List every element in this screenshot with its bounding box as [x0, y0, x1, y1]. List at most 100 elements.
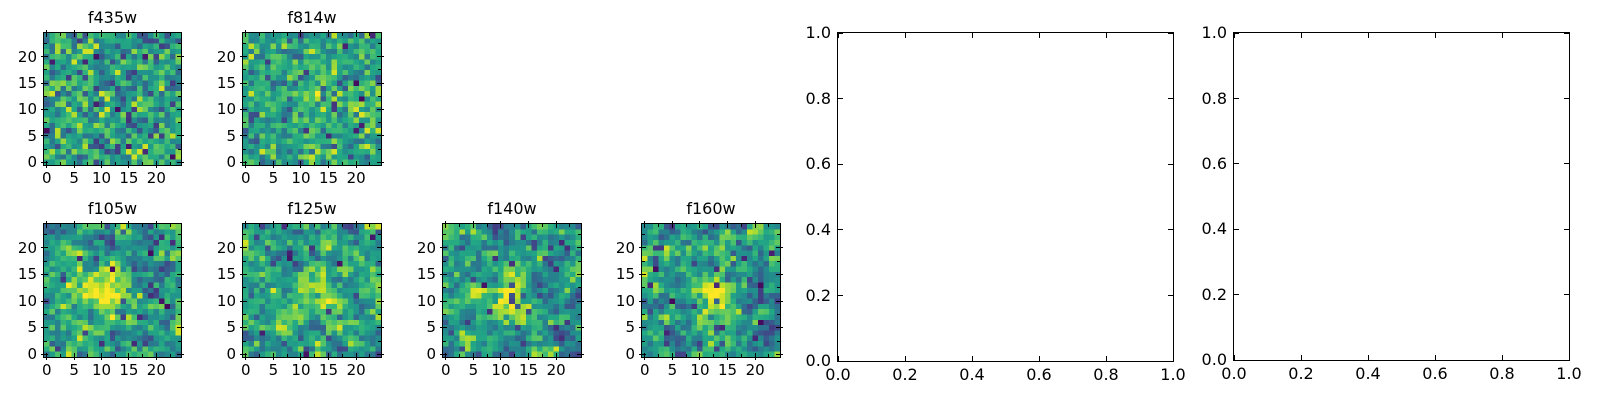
tick-mark [1234, 32, 1239, 34]
tick-mark [44, 82, 48, 84]
tick-mark [1038, 356, 1040, 361]
plot-title: f160w [686, 199, 736, 218]
y-tick-label: 1.0 [1201, 23, 1227, 43]
tick-mark [776, 247, 780, 249]
tick-mark [243, 56, 247, 58]
tick-mark [440, 327, 443, 329]
x-tick-label: 10 [291, 361, 311, 379]
tick-mark [777, 340, 780, 342]
tick-mark [685, 224, 687, 227]
tick-mark [776, 274, 780, 276]
y-tick-label: 0 [226, 345, 236, 364]
tick-mark [838, 163, 843, 165]
tick-mark [642, 260, 645, 262]
tick-mark [443, 234, 446, 236]
tick-mark [658, 224, 660, 227]
tick-mark [381, 161, 384, 163]
tick-mark [1233, 33, 1235, 38]
tick-mark [44, 260, 47, 262]
tick-mark [377, 82, 381, 84]
plot-box [41, 30, 184, 168]
tick-mark [642, 313, 645, 315]
tick-mark [41, 247, 44, 249]
tick-mark [101, 33, 103, 37]
tick-mark [245, 165, 247, 168]
tick-mark [578, 313, 581, 315]
tick-mark [41, 109, 44, 111]
tick-mark [128, 353, 130, 357]
tick-mark [300, 353, 302, 357]
tick-mark [528, 353, 530, 357]
tick-mark [240, 56, 243, 58]
tick-mark [73, 161, 75, 165]
tick-mark [46, 353, 48, 357]
tick-mark [838, 98, 843, 100]
tick-mark [286, 162, 288, 165]
tick-mark [87, 224, 89, 227]
tick-mark [838, 360, 843, 362]
tick-mark [904, 356, 906, 361]
subplot-empty-axes-2: 0.0 0.2 0.4 0.6 0.8 1.0 0.0 0.2 0.4 0.6 0.8 1.0 [1202, 24, 1582, 382]
x-tick-label: 10 [690, 361, 710, 379]
tick-mark [369, 354, 371, 357]
tick-mark [639, 274, 642, 276]
tick-mark [685, 354, 687, 357]
tick-mark [671, 224, 673, 228]
tick-mark [73, 165, 75, 168]
x-tick-label: 5 [69, 169, 79, 187]
tick-mark [44, 234, 47, 236]
tick-mark [128, 357, 130, 360]
plot-box [1233, 32, 1570, 361]
tick-mark [128, 165, 130, 168]
x-tick-label: 5 [268, 169, 279, 187]
tick-mark [740, 354, 742, 357]
tick-mark [1234, 294, 1239, 296]
tick-mark [240, 247, 243, 249]
tick-mark [155, 33, 157, 37]
tick-mark [486, 224, 488, 227]
y-tick-label: 0.2 [805, 285, 831, 305]
x-tick-label: 5 [268, 361, 279, 379]
tick-mark [377, 161, 381, 163]
tick-mark [578, 260, 581, 262]
tick-mark [777, 234, 780, 236]
tick-mark [101, 353, 103, 357]
y-tick-label: 10 [17, 291, 37, 310]
y-tick-label: 0.0 [1201, 350, 1227, 370]
tick-mark [445, 357, 447, 360]
tick-mark [671, 221, 673, 224]
tick-mark [837, 356, 839, 361]
tick-mark [114, 224, 116, 227]
y-tick-label: 0 [625, 345, 635, 364]
tick-mark [41, 300, 44, 302]
tick-mark [259, 354, 261, 357]
tick-mark [1564, 294, 1569, 296]
tick-mark [355, 221, 357, 224]
y-tick-label: 15 [17, 265, 37, 284]
tick-mark [642, 247, 646, 249]
tick-mark [142, 33, 144, 36]
tick-mark [245, 224, 247, 228]
x-tick-label: 5 [667, 361, 678, 379]
tick-mark [41, 135, 44, 137]
tick-mark [341, 354, 343, 357]
tick-mark [528, 357, 530, 360]
tick-mark [639, 247, 642, 249]
tick-mark [44, 122, 47, 124]
tick-mark [381, 135, 384, 137]
y-tick-label: 0.4 [805, 220, 831, 239]
tick-mark [46, 30, 48, 33]
tick-mark [44, 353, 48, 355]
tick-mark [155, 165, 157, 168]
tick-mark [73, 33, 75, 37]
tick-mark [243, 161, 247, 163]
tick-mark [272, 224, 274, 228]
tick-mark [377, 135, 381, 137]
x-tick-label: 20 [346, 361, 366, 379]
y-tick-label: 15 [416, 265, 436, 284]
tick-mark [768, 224, 770, 227]
tick-mark [181, 327, 184, 329]
tick-mark [500, 353, 502, 357]
tick-mark [1300, 33, 1302, 38]
tick-mark [713, 354, 715, 357]
